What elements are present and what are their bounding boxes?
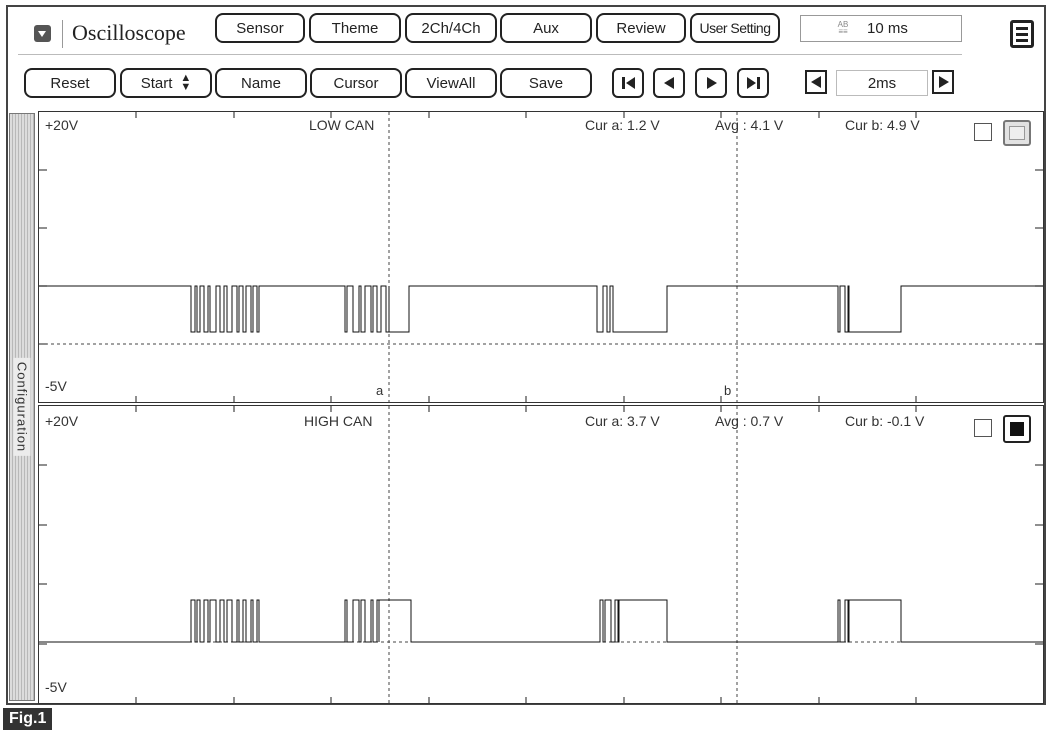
- time-scale-icon: AB ≡≡: [837, 20, 849, 36]
- timebase-increase-icon[interactable]: [932, 70, 954, 94]
- header-divider-line: [18, 54, 962, 55]
- channel-2-v-top: +20V: [45, 413, 79, 429]
- timebase-display[interactable]: 2ms: [836, 70, 928, 96]
- channel-1-name: LOW CAN: [309, 117, 375, 133]
- name-button[interactable]: Name: [215, 68, 307, 98]
- channel-2-panel: +20V HIGH CAN Cur a: 3.7 V Avg : 0.7 V C…: [38, 405, 1044, 704]
- time-display[interactable]: AB ≡≡ 10 ms: [800, 15, 962, 42]
- channel-2-cur-a: Cur a: 3.7 V: [585, 413, 660, 429]
- start-button-label: Start: [140, 74, 173, 92]
- time-display-value: 10 ms: [867, 20, 908, 37]
- channel-1-visibility-checkbox[interactable]: [974, 123, 992, 141]
- channel-1-v-top: +20V: [45, 117, 79, 133]
- step-back-icon[interactable]: [653, 68, 685, 98]
- channel-1-cur-b: Cur b: 4.9 V: [845, 117, 920, 133]
- cursor-b-label: b: [724, 383, 732, 398]
- title-divider: [62, 20, 63, 48]
- cursor-a-label: a: [376, 383, 384, 398]
- viewall-button[interactable]: ViewAll: [405, 68, 497, 98]
- review-button[interactable]: Review: [596, 13, 686, 43]
- aux-button[interactable]: Aux: [500, 13, 592, 43]
- reset-button[interactable]: Reset: [24, 68, 116, 98]
- channel-mode-button[interactable]: 2Ch/4Ch: [405, 13, 497, 43]
- updown-arrows-icon: ▲ ▼: [180, 72, 192, 93]
- channel-2-visibility-checkbox[interactable]: [974, 419, 992, 437]
- channel-2-avg: Avg : 0.7 V: [715, 413, 784, 429]
- skip-to-start-icon[interactable]: [612, 68, 644, 98]
- save-button[interactable]: Save: [500, 68, 592, 98]
- user-setting-button[interactable]: User Setting: [690, 13, 780, 43]
- channel-2-name: HIGH CAN: [304, 413, 373, 429]
- window-layout-icon[interactable]: [1010, 20, 1034, 48]
- channel-2-v-bottom: -5V: [45, 679, 67, 695]
- channel-1-cur-a: Cur a: 1.2 V: [585, 117, 660, 133]
- skip-to-end-icon[interactable]: [737, 68, 769, 98]
- signal-trace: [39, 285, 1043, 333]
- channel-1-waveform: [39, 112, 1043, 402]
- sensor-button[interactable]: Sensor: [215, 13, 305, 43]
- theme-button[interactable]: Theme: [309, 13, 401, 43]
- step-forward-icon[interactable]: [695, 68, 727, 98]
- timebase-decrease-icon[interactable]: [805, 70, 827, 94]
- channel-1-color-selector[interactable]: [1003, 120, 1031, 146]
- channel-1-v-bottom: -5V: [45, 378, 67, 394]
- channel-2-color-selector[interactable]: [1003, 415, 1031, 443]
- channel-1-avg: Avg : 4.1 V: [715, 117, 784, 133]
- figure-label: Fig.1: [3, 708, 53, 730]
- menu-dropdown-icon[interactable]: [34, 25, 51, 42]
- configuration-label: Configuration: [13, 357, 31, 457]
- cursor-button[interactable]: Cursor: [310, 68, 402, 98]
- start-button[interactable]: Start ▲ ▼: [120, 68, 212, 98]
- channel-2-waveform: [39, 406, 1043, 703]
- channel-1-panel: +20V LOW CAN Cur a: 1.2 V Avg : 4.1 V Cu…: [38, 111, 1044, 403]
- signal-trace: [39, 599, 1043, 643]
- channel-2-cur-b: Cur b: -0.1 V: [845, 413, 925, 429]
- app-title: Oscilloscope: [72, 20, 186, 45]
